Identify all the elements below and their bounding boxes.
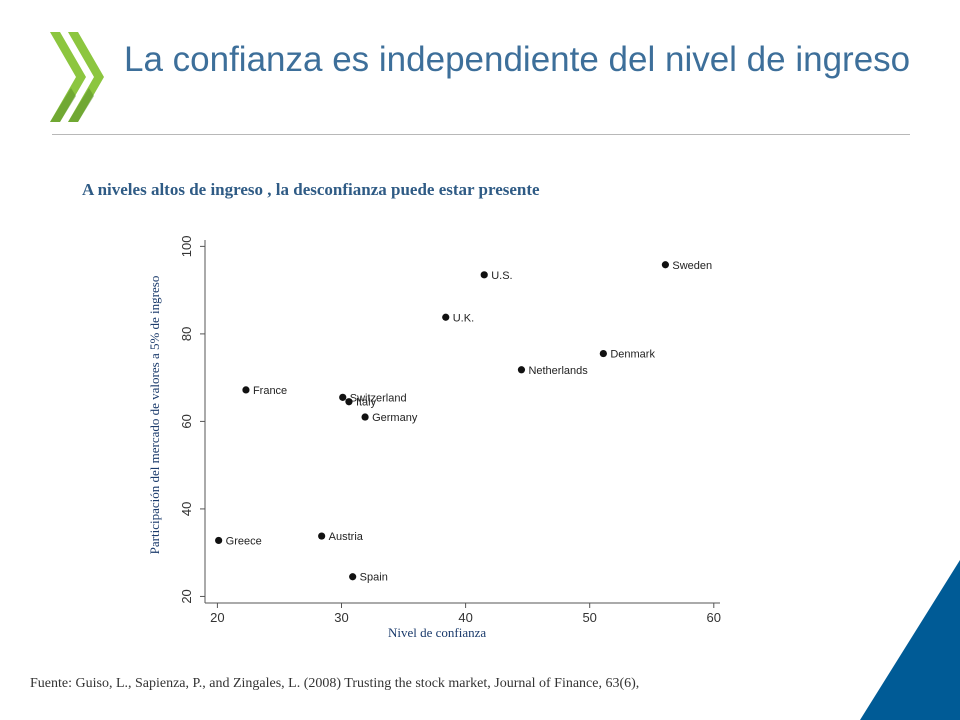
data-point bbox=[517, 366, 526, 374]
x-tick-label: 60 bbox=[707, 610, 721, 625]
x-axis-label: Nivel de confianza bbox=[388, 625, 487, 640]
data-point-label: Netherlands bbox=[528, 365, 588, 377]
source-note: Fuente: Guiso, L., Sapienza, P., and Zin… bbox=[30, 676, 640, 691]
data-point-label: Greece bbox=[226, 535, 262, 547]
data-point bbox=[339, 393, 347, 401]
x-tick-label: 20 bbox=[210, 610, 224, 625]
data-point-label: Italy bbox=[356, 397, 377, 409]
data-point-label: Sweden bbox=[672, 260, 712, 272]
y-tick-label: 20 bbox=[179, 589, 194, 603]
data-point bbox=[242, 386, 250, 394]
data-point bbox=[661, 261, 669, 269]
data-point-label: Spain bbox=[360, 572, 388, 584]
title-divider bbox=[52, 134, 910, 135]
data-point-label: Switzerland bbox=[350, 392, 407, 404]
data-point-label: Austria bbox=[329, 531, 364, 543]
y-tick-label: 100 bbox=[179, 236, 194, 258]
data-point bbox=[215, 536, 223, 545]
data-point-label: U.S. bbox=[491, 270, 512, 282]
y-tick-label: 60 bbox=[179, 414, 194, 428]
y-tick-label: 40 bbox=[179, 502, 194, 516]
page-title: La confianza es independiente del nivel … bbox=[124, 40, 911, 79]
data-point bbox=[361, 413, 369, 421]
data-point bbox=[349, 573, 357, 581]
data-point bbox=[345, 398, 353, 406]
chart-subtitle: A niveles altos de ingreso , la desconfi… bbox=[82, 180, 540, 199]
data-point bbox=[442, 313, 450, 321]
data-point-label: France bbox=[253, 385, 287, 397]
x-tick-label: 30 bbox=[334, 610, 348, 625]
oecd-chevron-logo-icon bbox=[50, 32, 104, 122]
data-point bbox=[599, 349, 607, 358]
data-point-label: Germany bbox=[372, 412, 418, 424]
x-tick-label: 40 bbox=[458, 610, 472, 625]
scatter-chart: 20 30 40 50 60 20 40 60 80 100 Sweden U.S. U.K. Denma… bbox=[179, 236, 721, 625]
data-point bbox=[318, 532, 326, 540]
corner-decoration bbox=[860, 560, 960, 720]
x-tick-label: 50 bbox=[582, 610, 596, 625]
y-axis-label: Participación del mercado de valores a 5… bbox=[147, 275, 162, 555]
y-tick-label: 80 bbox=[179, 327, 194, 341]
data-point bbox=[480, 271, 488, 279]
data-point-label: U.K. bbox=[453, 312, 474, 324]
data-point-label: Denmark bbox=[610, 349, 655, 361]
